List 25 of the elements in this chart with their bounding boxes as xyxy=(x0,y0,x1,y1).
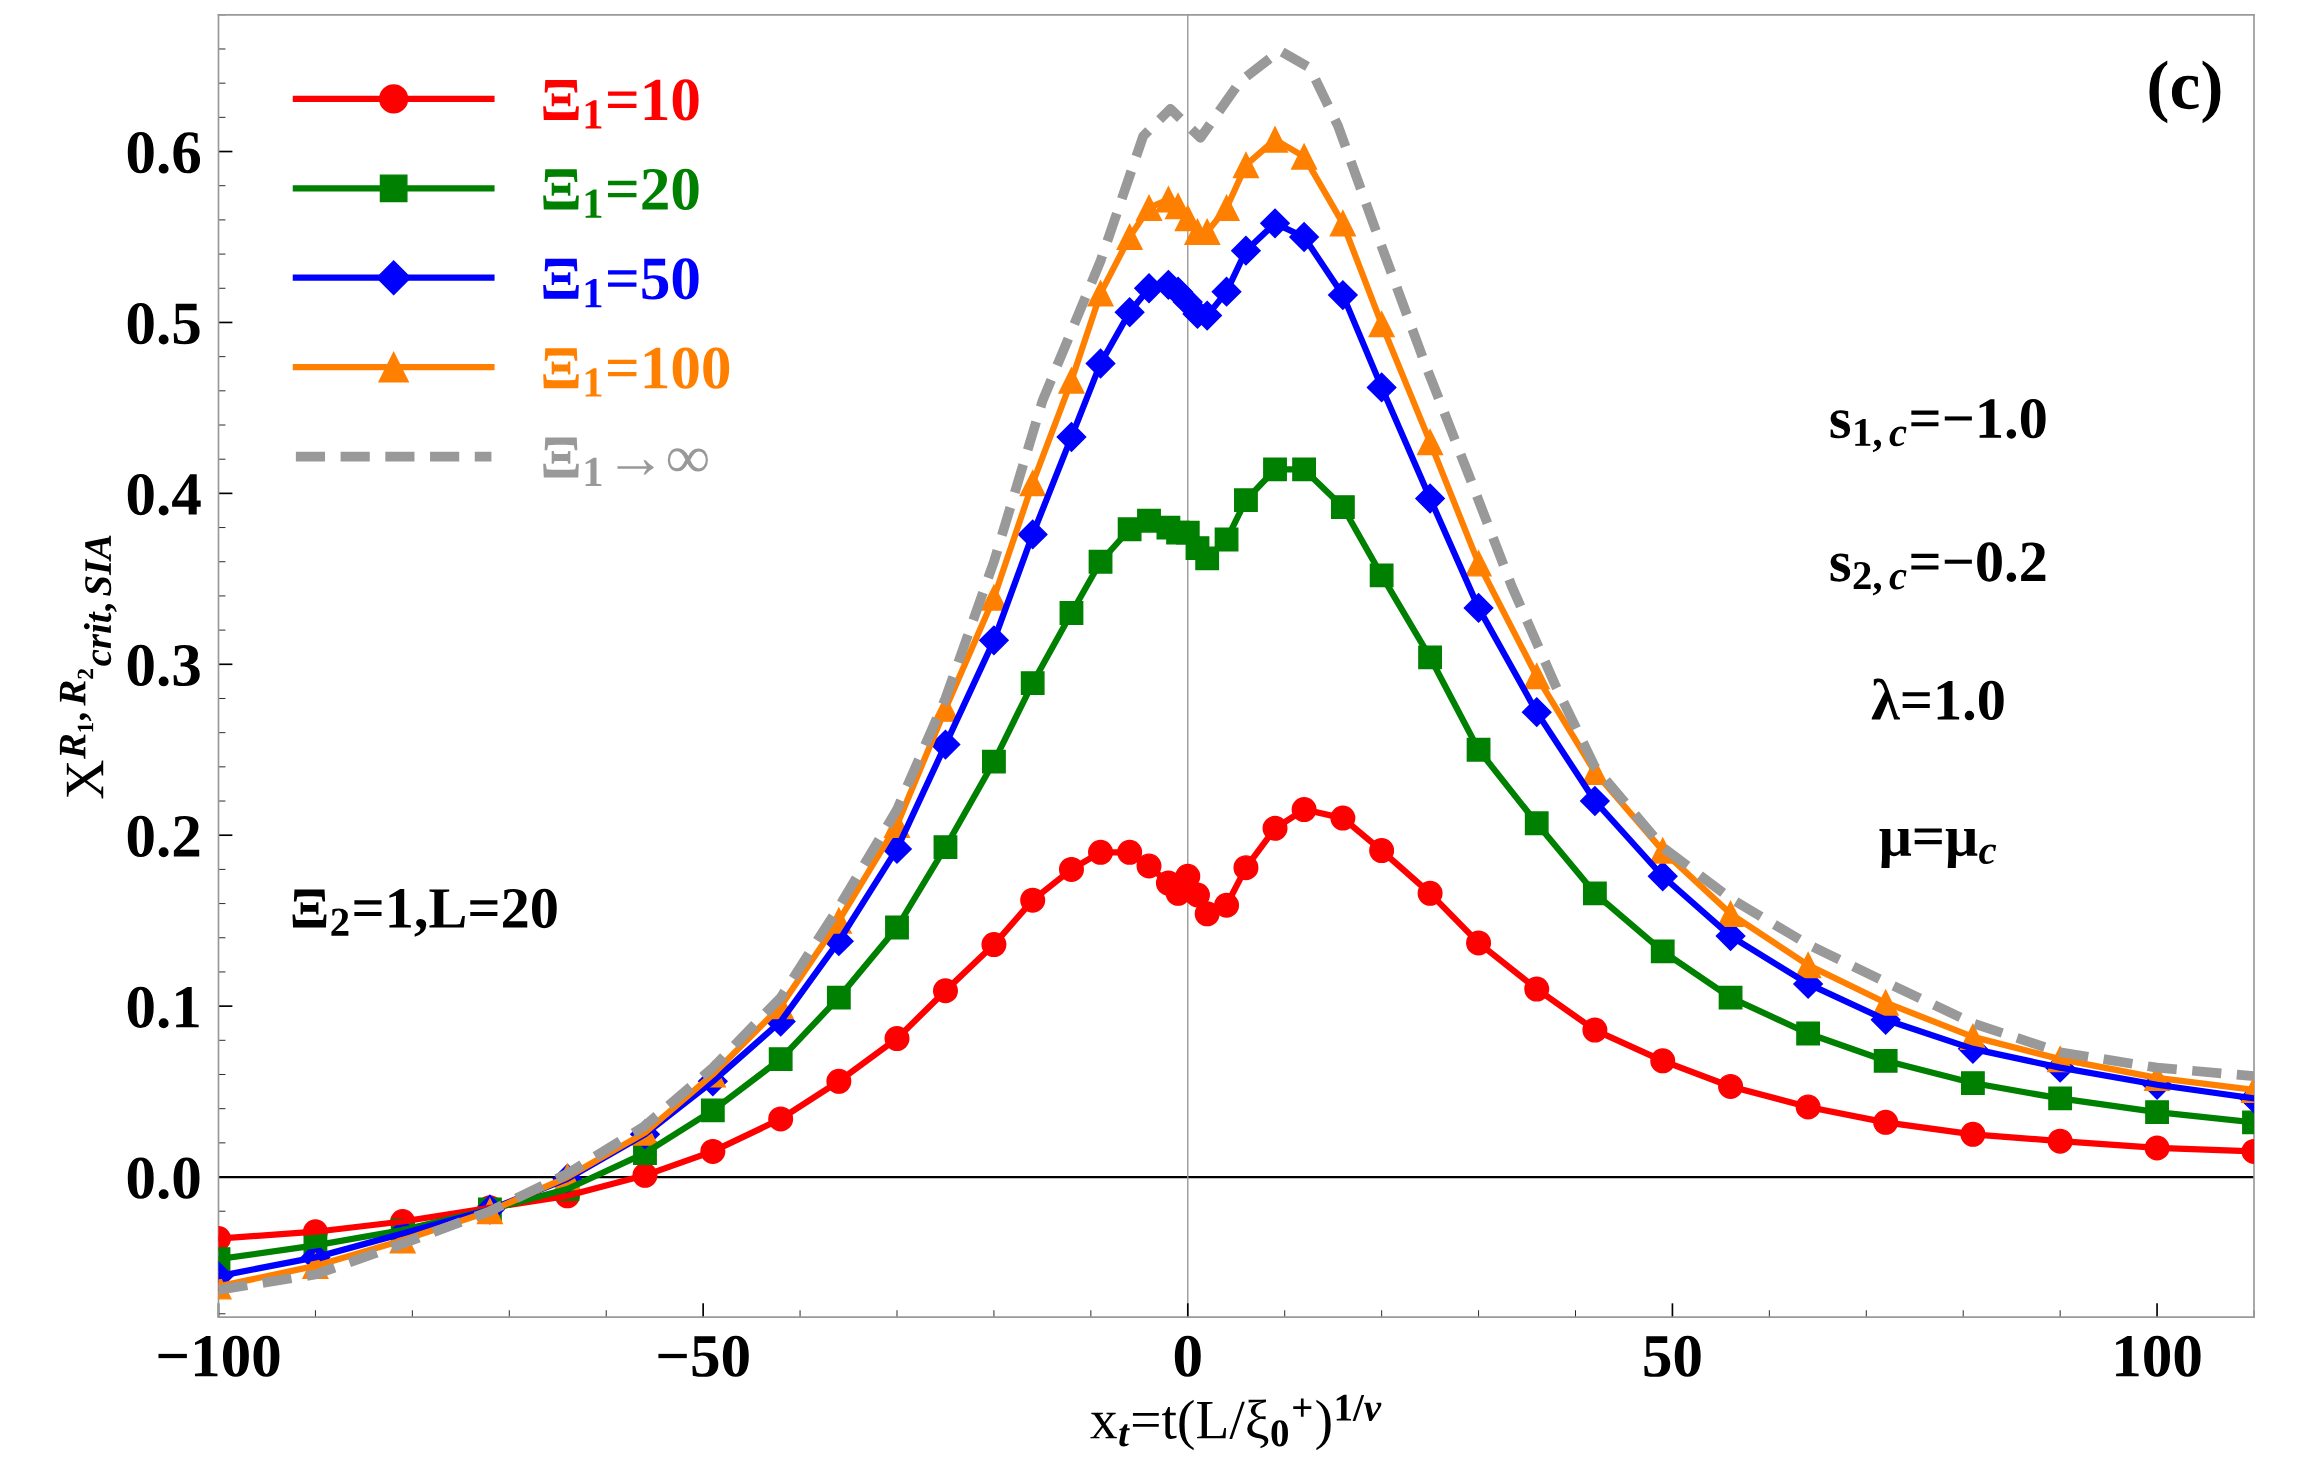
annotation: s$_{2,c}$=−0.2 xyxy=(1830,542,2046,596)
annotation: λ=1.0 xyxy=(1871,678,2004,721)
legend-label: Ξ$_{1}$=50 xyxy=(543,258,699,308)
annotation: s$_{1,c}$=−1.0 xyxy=(1830,399,2046,453)
legend-label: Ξ$_{1}$→∞ xyxy=(543,437,708,487)
y-axis-title: X$^{R₁,R₂}$$_{crit,SIA}$ xyxy=(59,535,117,799)
y-tick-label: 0.6 xyxy=(127,132,201,174)
y-tick-label: 0.3 xyxy=(127,644,200,687)
legend-label: Ξ$_{1}$=10 xyxy=(543,79,699,129)
x-tick-label: 50 xyxy=(1644,1335,1701,1377)
y-tick-label: 0.0 xyxy=(127,1157,200,1200)
x-axis-title: x$_{t}$=t(L/ξ$_{0}$$^{+}$)$^{1/ν}$ xyxy=(1090,1394,1382,1451)
y-tick-label: 0.2 xyxy=(127,815,200,858)
annotation: μ=μ$_{c}$ xyxy=(1879,828,1997,869)
x-tick-label: −50 xyxy=(658,1335,749,1377)
y-tick-label: 0.1 xyxy=(127,986,199,1029)
y-tick-label: 0.5 xyxy=(127,303,200,345)
y-tick-label: 0.4 xyxy=(127,473,201,516)
annotation: (c) xyxy=(2149,60,2221,124)
legend-label: Ξ$_{1}$=20 xyxy=(543,168,699,218)
legend-label: Ξ$_{1}$=100 xyxy=(543,347,730,397)
x-tick-label: 100 xyxy=(2116,1335,2201,1377)
x-tick-label: 0 xyxy=(1174,1335,1201,1377)
x-tick-label: −100 xyxy=(158,1335,280,1377)
annotation: Ξ$_{2}$=1,L=20 xyxy=(292,888,557,937)
